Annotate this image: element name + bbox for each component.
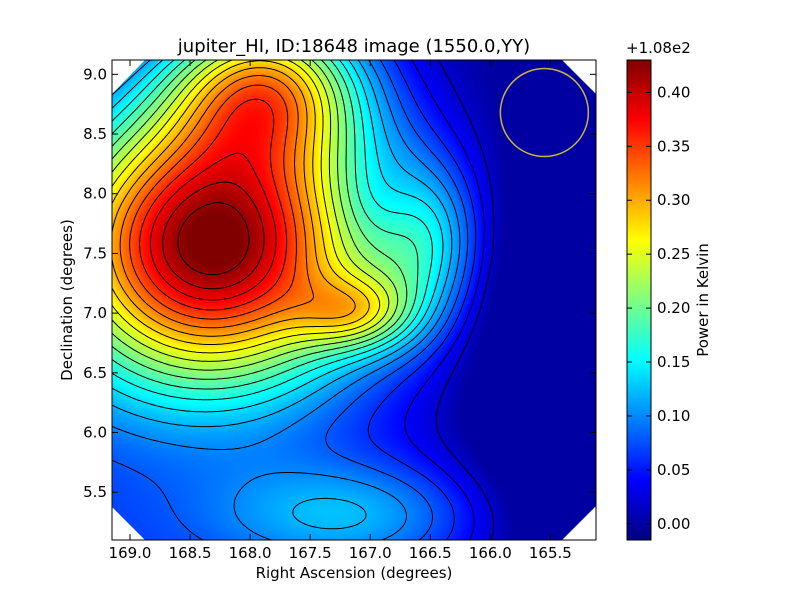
colorbar-tick-label: 0.20	[657, 299, 690, 317]
plot-frame	[111, 59, 597, 541]
y-tick-label: 8.5	[83, 125, 107, 143]
colorbar-tick-label: 0.00	[657, 515, 690, 533]
x-tick-label: 166.0	[469, 544, 512, 562]
contour-line	[149, 152, 277, 301]
chart-title: jupiter_HI, ID:18648 image (1550.0,YY)	[177, 36, 530, 57]
contour-line	[119, 75, 314, 329]
colorbar-tick-label: 0.05	[657, 461, 690, 479]
x-tick-label: 168.0	[229, 544, 272, 562]
y-tick-label: 7.0	[83, 304, 107, 322]
x-tick-label: 167.0	[349, 544, 392, 562]
contour-line	[112, 60, 433, 401]
beam-marker	[499, 67, 590, 158]
y-axis: 5.5 6.0 6.5 7.0 7.5 8.0 8.5 9.0	[83, 65, 596, 501]
heatmap-image	[112, 60, 596, 540]
y-tick-label: 6.0	[83, 424, 107, 442]
x-tick-label: 167.5	[289, 544, 332, 562]
colorbar: +1.08e2 0.00 0.05 0.10 0.15 0.20 0.25 0.30 0.35…	[626, 39, 712, 541]
x-tick-label: 166.5	[409, 544, 452, 562]
contour-line	[112, 60, 399, 371]
contour-line	[112, 60, 444, 413]
contour-line	[404, 60, 485, 540]
y-tick-label: 9.0	[83, 65, 107, 83]
colorbar-tick-label: 0.10	[657, 407, 690, 425]
contour-line	[112, 60, 381, 354]
colorbar-label: Power in Kelvin	[694, 243, 712, 357]
colorbar-tick-label: 0.40	[657, 83, 690, 101]
x-tick-label: 169.0	[109, 544, 152, 562]
contour-line	[112, 67, 356, 337]
contour-line	[112, 60, 419, 390]
y-axis-label: Declination (degrees)	[58, 219, 76, 381]
colorbar-tick-label: 0.35	[657, 137, 690, 155]
colorbar-offset-label: +1.08e2	[626, 39, 691, 57]
contour-line	[129, 84, 297, 320]
contour-line	[435, 60, 495, 540]
colorbar-gradient	[626, 59, 652, 541]
x-axis: 169.0 168.5 168.0 167.5 167.0 166.5 166.0 165.5	[109, 60, 572, 562]
contour-line	[177, 202, 250, 276]
contour-line	[139, 98, 288, 311]
y-tick-label: 7.5	[83, 244, 107, 262]
contour-line	[367, 60, 477, 540]
colorbar-tick-label: 0.15	[657, 353, 690, 371]
colorbar-tick-label: 0.30	[657, 191, 690, 209]
plot-area	[111, 59, 597, 541]
y-tick-label: 5.5	[83, 483, 107, 501]
x-axis-label: Right Ascension (degrees)	[256, 564, 453, 582]
contour-line	[112, 60, 390, 362]
contour-line	[112, 60, 370, 345]
y-tick-label: 6.5	[83, 364, 107, 382]
contour-lines	[112, 60, 495, 540]
contour-line	[162, 181, 265, 290]
colorbar-tick-label: 0.25	[657, 245, 690, 263]
contour-line	[112, 60, 408, 380]
colorbar-ticks: 0.00 0.05 0.10 0.15 0.20 0.25 0.30 0.35 0.40	[627, 83, 690, 533]
x-tick-label: 165.5	[529, 544, 572, 562]
y-tick-label: 8.0	[83, 185, 107, 203]
x-tick-label: 168.5	[169, 544, 212, 562]
